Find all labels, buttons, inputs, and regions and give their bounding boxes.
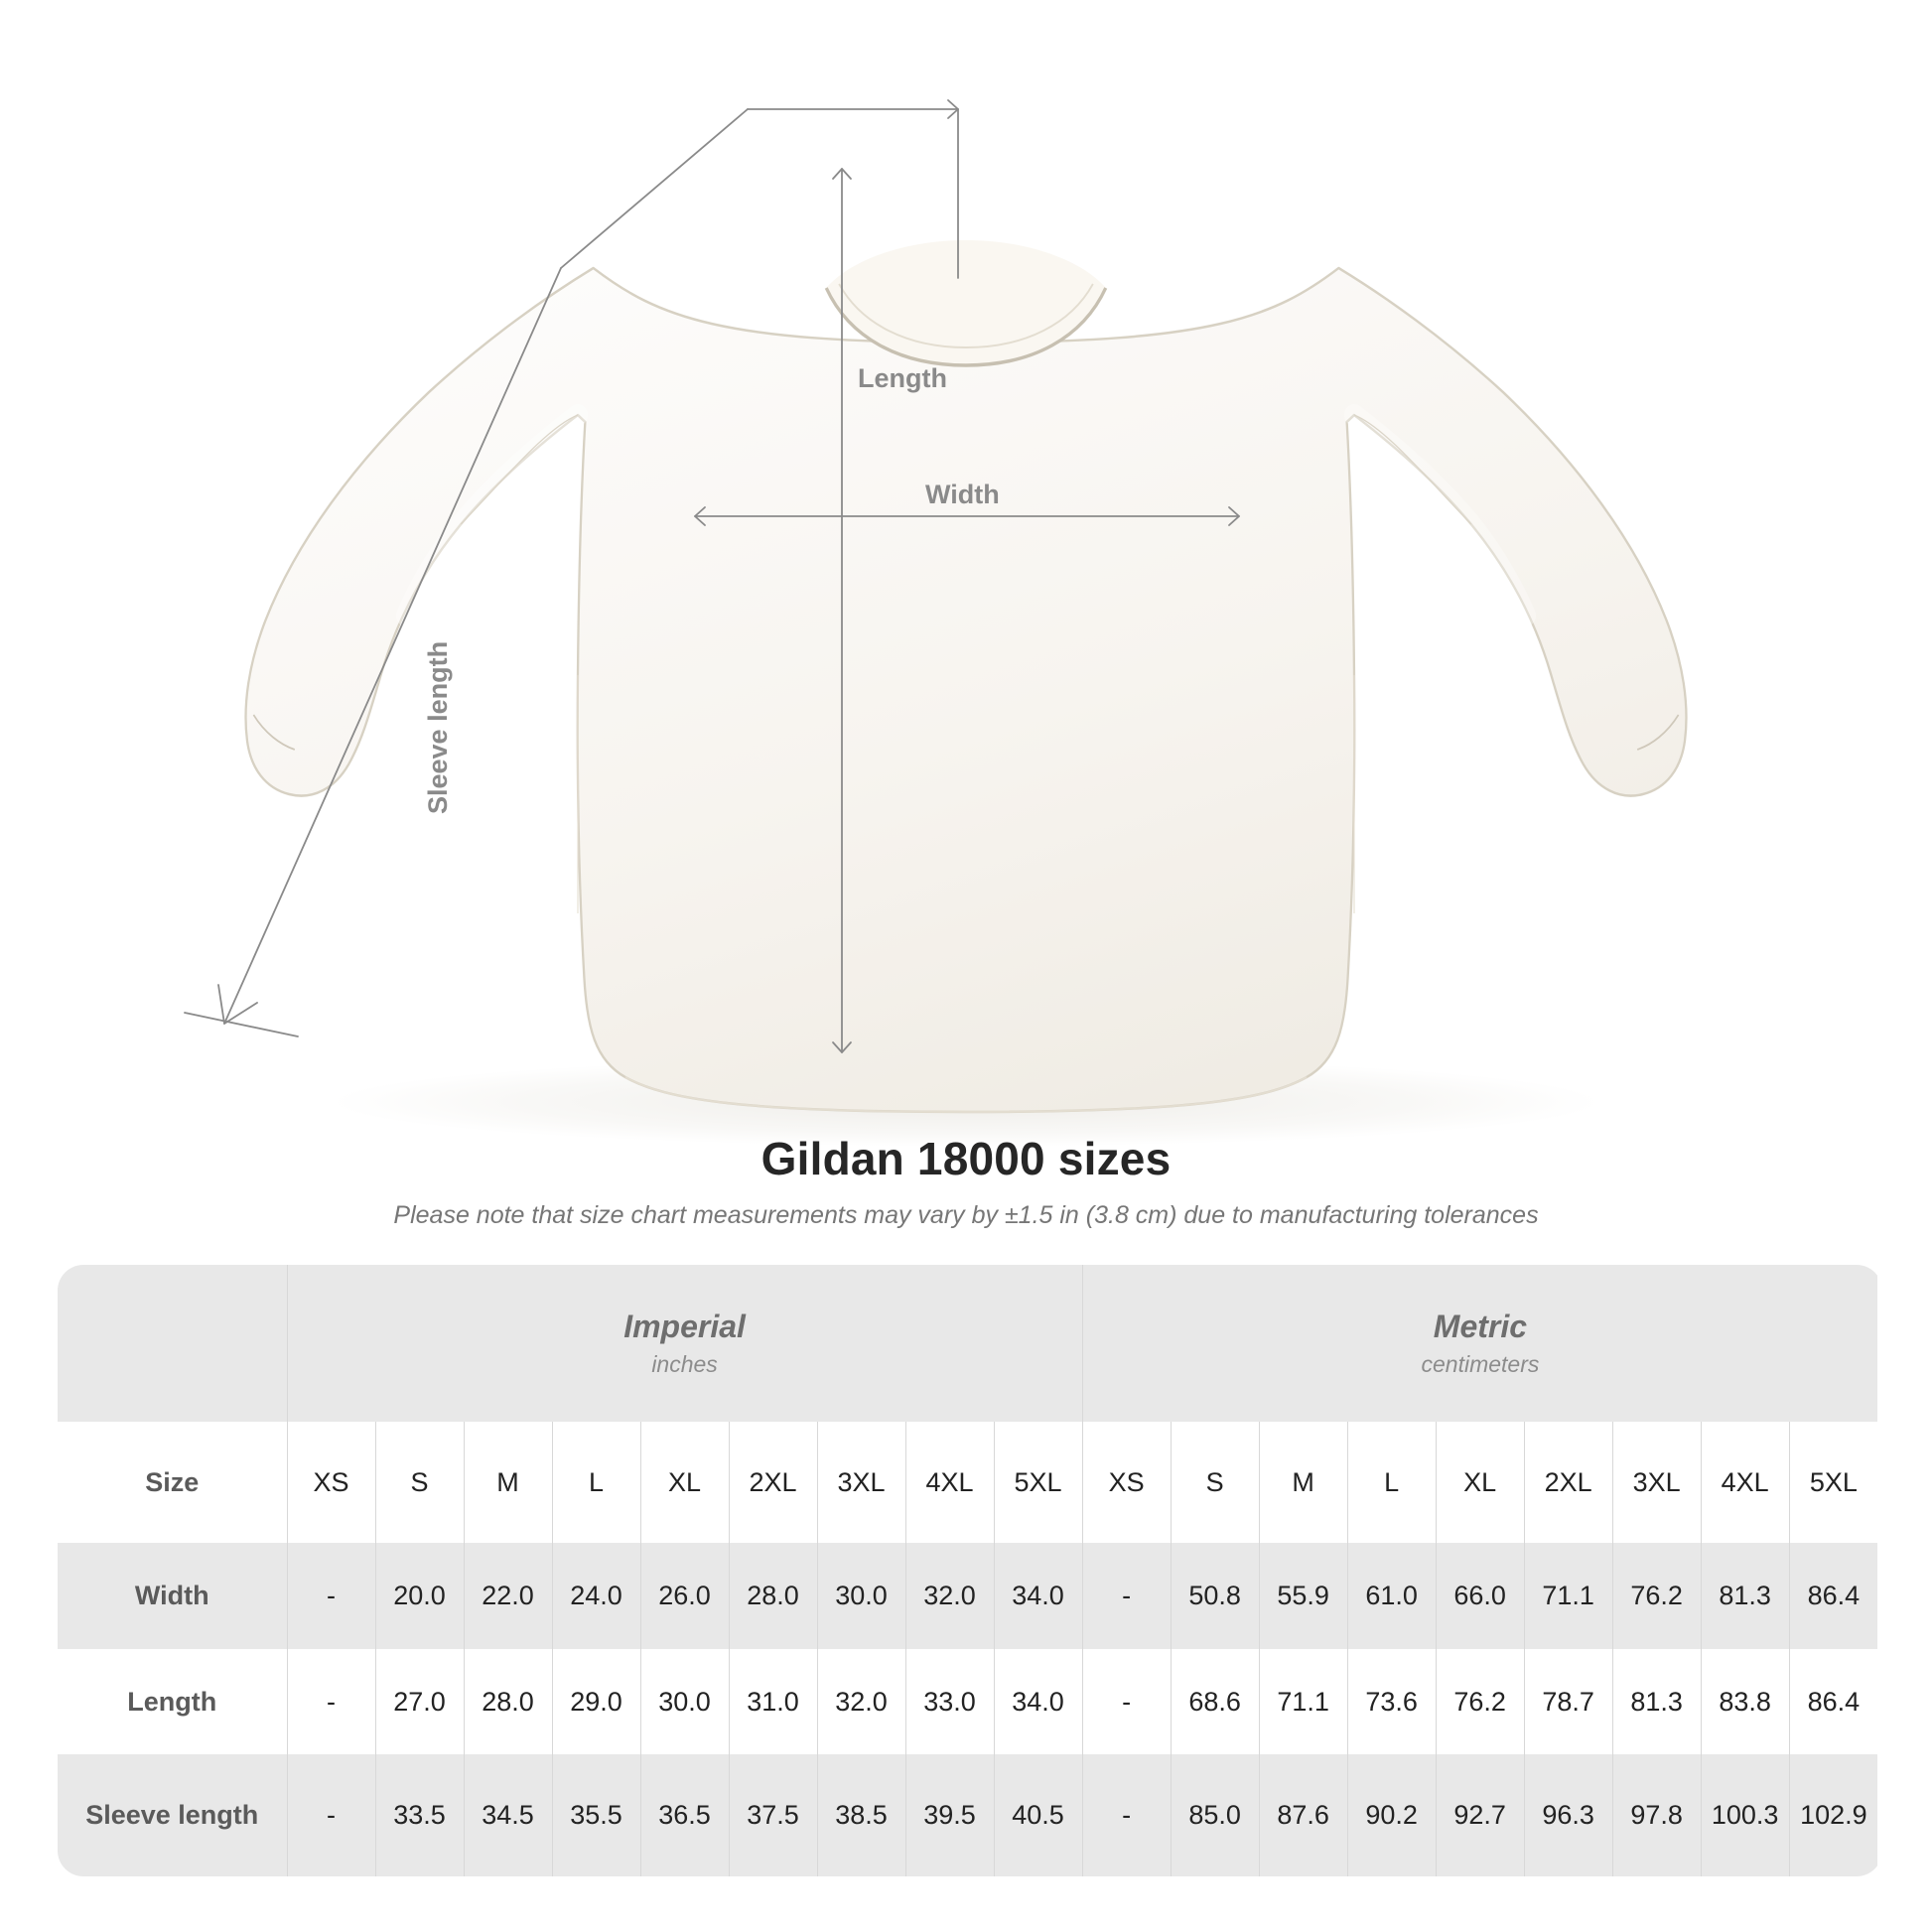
svg-text:Sleeve length: Sleeve length (423, 641, 453, 814)
svg-text:Width: Width (925, 480, 1000, 509)
svg-text:Length: Length (858, 363, 947, 393)
